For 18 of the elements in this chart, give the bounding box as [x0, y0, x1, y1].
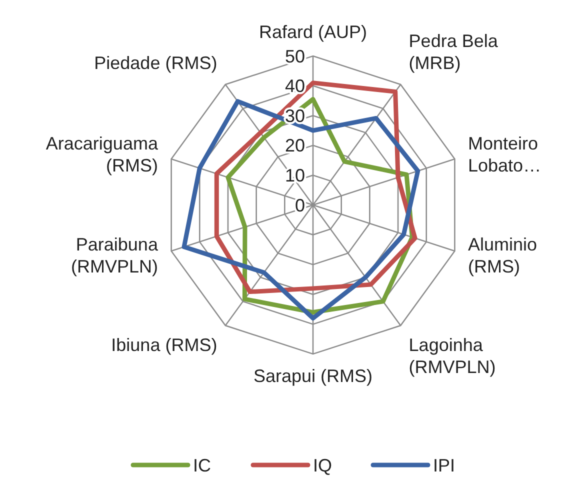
legend-label: IQ — [313, 455, 332, 476]
y-tick-label: 10 — [284, 166, 305, 186]
legend-label: IC — [193, 455, 211, 476]
spoke-label: Aluminio (RMS) — [468, 234, 538, 276]
y-tick-label: 20 — [284, 136, 305, 156]
spoke-label: Lagoinha (RMVPLN) — [408, 334, 496, 377]
spoke-label: Paraibuna (RMVPLN) — [70, 234, 159, 276]
spoke-label: Sarapui (RMS) — [253, 366, 373, 386]
spoke-label: Monteiro Lobato… — [468, 134, 542, 176]
spoke-label: Piedade (RMS) — [94, 53, 218, 74]
y-tick-label: 50 — [284, 46, 305, 66]
y-tick-label: 40 — [284, 76, 305, 96]
y-tick-label: 0 — [294, 195, 305, 216]
spoke-label: Aracariguama (RMS) — [46, 134, 159, 176]
spoke-label: Rafard (AUP) — [258, 22, 368, 42]
spoke-label: Pedra Bela (MRB) — [408, 31, 499, 74]
spoke-label: Ibiuna (RMS) — [111, 334, 218, 355]
legend-label: IPI — [433, 455, 456, 476]
